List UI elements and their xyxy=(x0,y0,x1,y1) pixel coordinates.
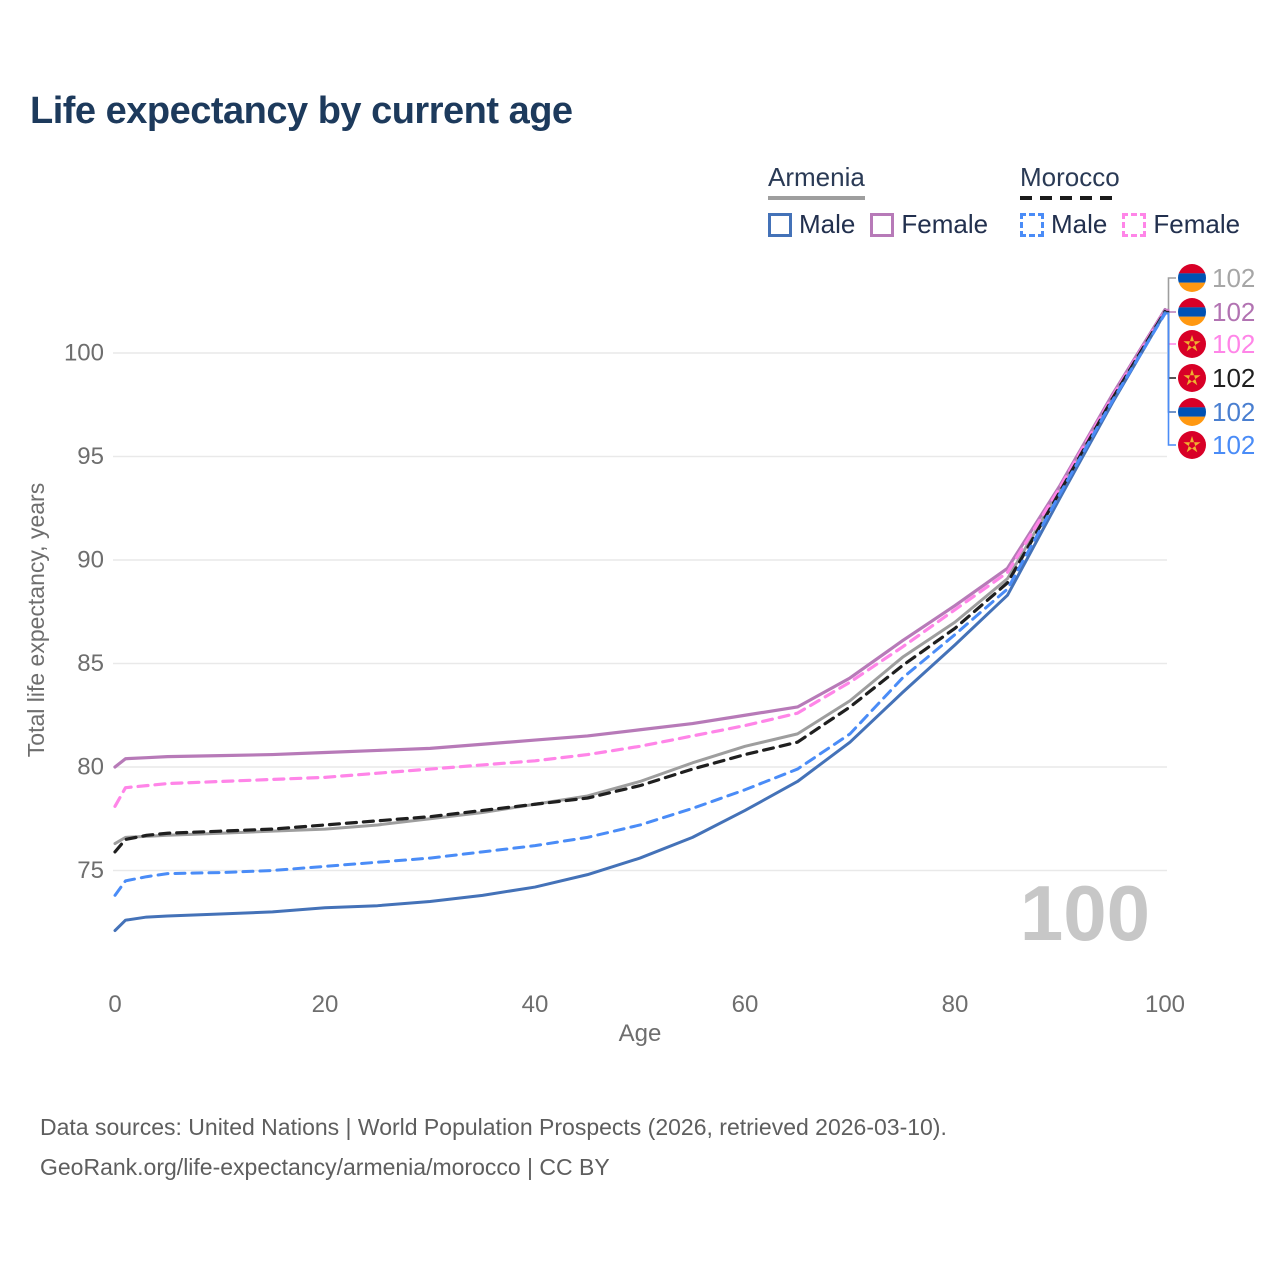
legend-group-morocco: Morocco Male Female xyxy=(1020,162,1255,240)
armenia-flag-icon xyxy=(1178,398,1206,426)
legend-item-morocco-male[interactable]: Male xyxy=(1020,209,1107,240)
line-morocco-total[interactable] xyxy=(113,310,1167,854)
legend-country-morocco[interactable]: Morocco xyxy=(1020,162,1120,192)
x-tick-40: 40 xyxy=(522,991,549,1018)
line-morocco-female[interactable] xyxy=(113,308,1167,808)
legend-swatch-morocco-male xyxy=(1020,212,1044,237)
morocco-flag-icon xyxy=(1178,364,1206,392)
y-tick-95: 95 xyxy=(77,443,104,470)
x-tick-60: 60 xyxy=(732,991,759,1018)
legend-label-morocco-female: Female xyxy=(1153,209,1241,239)
y-tick-100: 100 xyxy=(64,340,104,367)
end-value-label-morocco-female: 102 xyxy=(1212,329,1255,359)
morocco-flag-icon xyxy=(1178,330,1206,358)
chart-footer: Data sources: United Nations | World Pop… xyxy=(40,1107,947,1187)
legend-label-morocco-male: Male xyxy=(1051,209,1108,239)
legend-item-armenia-male[interactable]: Male xyxy=(768,209,855,240)
current-age-watermark: 100 xyxy=(1020,869,1150,957)
y-tick-80: 80 xyxy=(77,754,104,781)
line-armenia-male[interactable] xyxy=(113,311,1167,933)
legend-country-armenia[interactable]: Armenia xyxy=(768,162,865,192)
connector-morocco-male xyxy=(1165,312,1176,446)
armenia-flag-icon xyxy=(1178,264,1206,292)
end-value-label-morocco-male: 102 xyxy=(1212,430,1255,460)
y-axis-title: Total life expectancy, years xyxy=(23,483,49,757)
end-value-label-armenia-total: 102 xyxy=(1212,263,1255,293)
y-tick-85: 85 xyxy=(77,650,104,677)
y-tick-90: 90 xyxy=(77,547,104,574)
legend-underline-morocco-dashed xyxy=(1020,196,1120,200)
x-tick-20: 20 xyxy=(312,991,339,1018)
end-value-label-armenia-male: 102 xyxy=(1212,397,1255,427)
x-tick-0: 0 xyxy=(108,991,121,1018)
legend-swatch-armenia-female xyxy=(870,212,895,237)
legend-item-morocco-female[interactable]: Female xyxy=(1122,209,1240,240)
legend-item-armenia-female[interactable]: Female xyxy=(870,209,988,240)
end-value-label-armenia-female: 102 xyxy=(1212,297,1255,327)
connector-morocco-female xyxy=(1165,309,1176,345)
y-tick-75: 75 xyxy=(77,857,104,884)
end-value-label-morocco-total: 102 xyxy=(1212,363,1255,393)
line-morocco-male[interactable] xyxy=(113,312,1167,897)
x-tick-100: 100 xyxy=(1145,991,1185,1018)
footer-data-sources: Data sources: United Nations | World Pop… xyxy=(40,1114,947,1140)
armenia-flag-icon xyxy=(1178,298,1206,326)
legend-group-armenia: Armenia Male Female xyxy=(768,162,1003,240)
line-armenia-female[interactable] xyxy=(113,307,1167,769)
connector-armenia-total xyxy=(1165,277,1176,313)
legend-swatch-morocco-female xyxy=(1122,212,1147,237)
legend-underline-armenia-solid xyxy=(768,196,865,200)
connector-armenia-male xyxy=(1165,311,1176,413)
footer-attribution-link[interactable]: GeoRank.org/life-expectancy/armenia/moro… xyxy=(40,1154,610,1180)
x-axis-title: Age xyxy=(619,1020,662,1047)
legend-label-armenia-female: Female xyxy=(901,209,989,239)
chart-title: Life expectancy by current age xyxy=(30,90,573,132)
x-tick-80: 80 xyxy=(942,991,969,1018)
legend-label-armenia-male: Male xyxy=(799,209,856,239)
legend-swatch-armenia-male xyxy=(768,212,792,237)
morocco-flag-icon xyxy=(1178,431,1206,459)
line-armenia-total[interactable] xyxy=(113,310,1167,846)
